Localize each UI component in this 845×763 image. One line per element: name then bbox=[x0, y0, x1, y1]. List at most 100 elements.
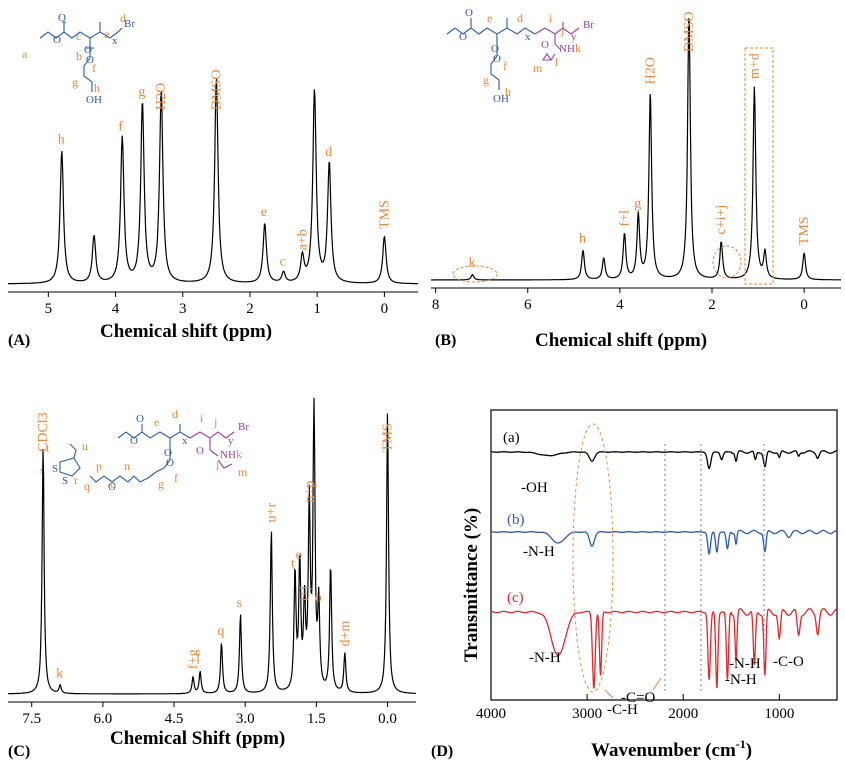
svg-text:O: O bbox=[491, 43, 499, 55]
peak-label-c-15: TMS bbox=[381, 423, 396, 452]
structure-b-label-m: m bbox=[533, 61, 543, 75]
spectrum-a bbox=[8, 78, 418, 285]
structure-a-label-c: c bbox=[76, 29, 81, 43]
structure-b-label-e: e bbox=[487, 11, 492, 25]
svg-text:O: O bbox=[108, 481, 116, 493]
tick-label-d-3: 1000 bbox=[764, 706, 794, 722]
tick-label-a-0: 5 bbox=[45, 301, 53, 317]
structure-a-label-h: h bbox=[94, 81, 100, 95]
highlight-cij bbox=[712, 245, 742, 279]
peak-label-b-10: TMS bbox=[797, 216, 812, 245]
structure-c-nh: NH bbox=[220, 449, 236, 461]
tick-label-c-1: 6.0 bbox=[94, 711, 113, 727]
ir-series-c bbox=[490, 608, 838, 689]
highlight-ch bbox=[572, 423, 614, 693]
structure-b-label-g: g bbox=[483, 73, 489, 87]
arrow-co bbox=[652, 677, 662, 691]
peak-labels-a: h f g H2O DMSO e c a+b d TMS bbox=[58, 70, 393, 270]
structure-b-label-k: k bbox=[575, 41, 581, 55]
svg-text:O: O bbox=[136, 413, 144, 425]
peak-label-a-7: c bbox=[280, 254, 286, 269]
highlight-md bbox=[744, 47, 774, 285]
tick-label-a-4: 1 bbox=[313, 301, 321, 317]
peak-label-c-5: s bbox=[236, 596, 241, 611]
svg-text:O: O bbox=[84, 44, 92, 56]
series-name-a: (a) bbox=[503, 430, 520, 446]
panel-label-d: (D) bbox=[431, 743, 453, 760]
plot-frame-d bbox=[490, 409, 838, 701]
ticks-d: 4000 3000 2000 1000 bbox=[476, 694, 794, 722]
peak-label-b-1: h bbox=[579, 232, 586, 247]
peak-label-a-8: a+b bbox=[295, 229, 310, 250]
structure-c-s1: S bbox=[52, 463, 58, 475]
peak-label-b-3: f+l bbox=[617, 210, 632, 227]
panel-label-a: (A) bbox=[8, 332, 30, 349]
xlabel-c: Chemical Shift (ppm) bbox=[110, 728, 285, 749]
peak-label-c-4: q bbox=[217, 624, 224, 639]
peak-label-b-7: c+i+j bbox=[714, 205, 729, 235]
xlabel-a: Chemical shift (ppm) bbox=[100, 321, 272, 342]
ir-series-a bbox=[491, 450, 837, 470]
svg-text:O: O bbox=[164, 447, 172, 459]
peak-label-b-5: H2O bbox=[643, 57, 658, 84]
peak-label-b-0: k bbox=[468, 256, 475, 271]
structure-c-s2: S bbox=[62, 475, 68, 487]
label-ch: -C-H bbox=[607, 702, 638, 718]
structure-c-label-g: g bbox=[158, 477, 164, 491]
ticks-a: 5 4 3 2 1 0 bbox=[45, 292, 388, 317]
structure-c-label-n: n bbox=[124, 459, 130, 473]
structure-c-label-d: d bbox=[172, 407, 178, 421]
tick-label-b-1: 6 bbox=[524, 297, 532, 313]
peak-label-c-2: f+g bbox=[186, 650, 201, 670]
structure-a-label-a: a bbox=[22, 47, 28, 61]
peak-label-a-2: f bbox=[118, 119, 123, 134]
peak-label-c-14: d+m bbox=[338, 621, 353, 647]
label-nh2: -N-H bbox=[729, 656, 761, 672]
peak-label-c-3: l bbox=[196, 652, 200, 667]
structure-a: O O O O Br OH x a b c d e f g h bbox=[22, 11, 135, 106]
peak-label-a-6: e bbox=[261, 205, 267, 220]
structure-c: O O O O O O NH Br x y S S e d i j k l m … bbox=[40, 407, 249, 493]
peak-label-c-7: t bbox=[291, 557, 295, 572]
structure-a-oh: OH bbox=[86, 94, 102, 106]
svg-text:O: O bbox=[130, 435, 138, 447]
structure-b-y: y bbox=[571, 31, 577, 43]
structure-c-label-p: p bbox=[96, 459, 102, 473]
arrow-ch bbox=[604, 689, 614, 699]
structure-c-label-j: j bbox=[213, 415, 217, 429]
structure-b: O O O O O NH Br OH x y e d f g h i j k l… bbox=[446, 7, 594, 105]
xlabel-b: Chemical shift (ppm) bbox=[535, 330, 707, 351]
peak-label-a-0: h bbox=[58, 132, 65, 147]
structure-b-br: Br bbox=[583, 19, 594, 31]
peak-label-a-11: TMS bbox=[377, 200, 392, 229]
svg-text:O: O bbox=[196, 445, 204, 457]
structure-b-x: x bbox=[525, 31, 531, 43]
svg-text:O: O bbox=[86, 54, 94, 66]
peak-label-c-9: i+j bbox=[298, 586, 313, 602]
label-nh-b: -N-H bbox=[523, 544, 555, 560]
tick-label-c-2: 4.5 bbox=[165, 711, 184, 727]
peak-label-a-3: g bbox=[138, 85, 145, 100]
tick-label-c-0: 7.5 bbox=[22, 711, 41, 727]
peak-label-b-6: DMSO bbox=[682, 12, 697, 52]
panel-b: O O O O O NH Br OH x y e d f g h i j k l… bbox=[431, 7, 841, 351]
tick-label-b-4: 0 bbox=[800, 297, 808, 313]
label-nh-c: -N-H bbox=[529, 650, 561, 666]
structure-c-label-u: u bbox=[82, 439, 88, 453]
structure-a-label-b: b bbox=[76, 49, 82, 63]
peak-label-c-10: n+p bbox=[302, 481, 317, 503]
structure-c-label-l: l bbox=[216, 459, 220, 473]
peak-label-a-4: H2O bbox=[154, 83, 169, 110]
structure-c-br: Br bbox=[238, 421, 249, 433]
svg-text:O: O bbox=[53, 34, 61, 46]
panel-c: O O O O O O NH Br x y S S e d i j k l m … bbox=[8, 397, 416, 760]
tick-label-d-1: 3000 bbox=[572, 706, 602, 722]
peak-label-c-8: e bbox=[296, 548, 302, 563]
structure-b-label-d: d bbox=[517, 11, 523, 25]
panel-label-b: (B) bbox=[435, 332, 456, 349]
svg-text:O: O bbox=[459, 31, 467, 43]
svg-text:O: O bbox=[493, 53, 501, 65]
ir-series-b bbox=[491, 529, 838, 555]
tick-label-c-5: 0.0 bbox=[378, 711, 397, 727]
